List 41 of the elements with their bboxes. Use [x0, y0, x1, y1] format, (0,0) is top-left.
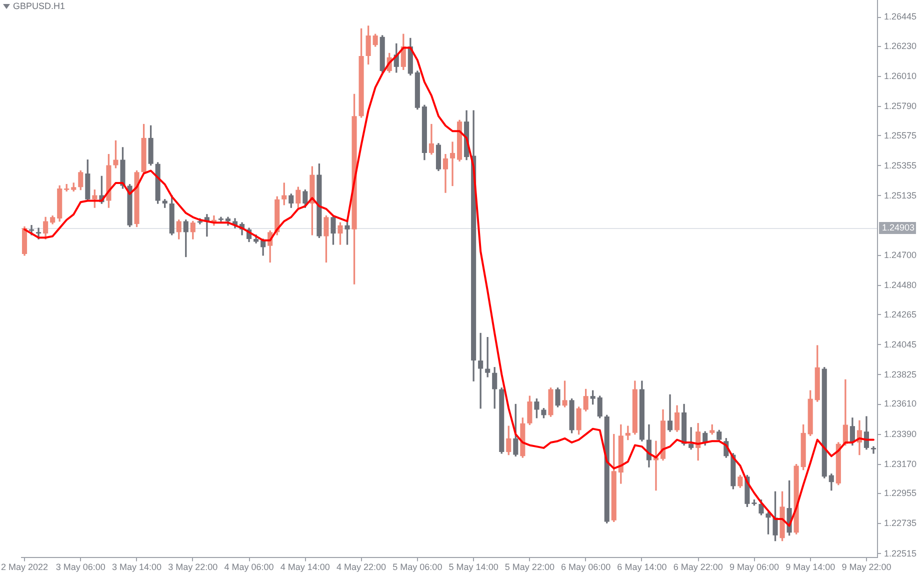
y-tick-label: 1.24480 [884, 280, 917, 290]
y-tick-label: 1.24265 [884, 309, 917, 320]
candlestick [625, 426, 630, 440]
x-tick-label: 4 May 22:00 [336, 562, 386, 572]
y-tick-label: 1.25575 [884, 130, 917, 140]
x-tick-label: 3 May 14:00 [112, 562, 162, 572]
y-tick-label: 1.26010 [884, 70, 917, 81]
x-tick-label: 6 May 14:00 [617, 562, 667, 572]
candlestick [450, 142, 456, 186]
x-tick-label: 3 May 06:00 [56, 562, 106, 572]
y-tick-label: 1.24045 [884, 339, 917, 350]
y-tick-label: 1.25790 [884, 101, 917, 112]
candlestick [667, 394, 673, 432]
y-tick-label: 1.23825 [884, 369, 917, 380]
candlestick [870, 446, 876, 454]
x-tick-label: 6 May 06:00 [561, 562, 611, 572]
ref-line-label: 1.24903 [882, 222, 915, 232]
y-tick-label: 1.24700 [884, 250, 917, 260]
x-tick-label: 3 May 22:00 [168, 562, 218, 572]
y-tick-label: 1.23170 [884, 458, 917, 469]
x-tick-label: 4 May 14:00 [280, 562, 330, 572]
y-tick-label: 1.26445 [884, 12, 917, 22]
y-tick-label: 1.22735 [884, 518, 917, 528]
y-tick-label: 1.22515 [884, 548, 917, 558]
x-tick-label: 9 May 06:00 [729, 562, 779, 572]
x-tick-label: 5 May 06:00 [392, 562, 442, 572]
x-tick-label: 4 May 06:00 [224, 562, 274, 572]
y-tick-label: 1.25355 [884, 160, 917, 170]
x-tick-label: 2 May 2022 [1, 562, 48, 572]
y-tick-label: 1.22955 [884, 488, 917, 498]
x-tick-label: 6 May 22:00 [673, 562, 723, 572]
y-tick-label: 1.23610 [884, 398, 917, 409]
x-tick-label: 5 May 22:00 [504, 562, 554, 572]
chart-title: GBPUSD.H1 [13, 1, 66, 12]
y-tick-label: 1.26230 [884, 40, 917, 51]
candlestick [478, 332, 484, 409]
x-tick-label: 5 May 14:00 [448, 562, 498, 572]
y-tick-label: 1.23390 [884, 428, 917, 439]
x-tick-label: 9 May 14:00 [786, 562, 836, 572]
x-tick-label: 9 May 22:00 [842, 562, 892, 572]
y-tick-label: 1.25135 [884, 190, 917, 200]
